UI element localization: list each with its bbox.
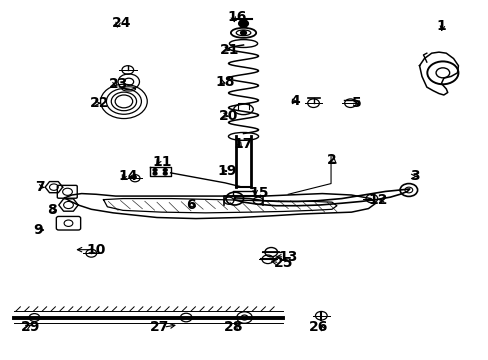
Text: 17: 17 — [233, 137, 253, 151]
Text: 21: 21 — [220, 42, 239, 57]
Text: 1: 1 — [436, 19, 446, 33]
Text: 23: 23 — [109, 77, 128, 91]
Text: 28: 28 — [224, 320, 243, 334]
Text: 4: 4 — [290, 94, 300, 108]
Circle shape — [163, 168, 167, 171]
Text: 9: 9 — [33, 223, 42, 237]
Text: 3: 3 — [409, 170, 419, 184]
Text: 2: 2 — [326, 153, 336, 167]
Text: 20: 20 — [219, 109, 238, 123]
Text: 24: 24 — [112, 16, 131, 30]
Text: 12: 12 — [367, 193, 387, 207]
Circle shape — [153, 168, 157, 171]
Text: 11: 11 — [152, 155, 171, 169]
Text: 5: 5 — [351, 96, 361, 110]
Text: 19: 19 — [217, 164, 237, 178]
Text: 25: 25 — [273, 256, 293, 270]
Text: 27: 27 — [149, 320, 169, 334]
Circle shape — [163, 172, 167, 175]
Text: 16: 16 — [227, 10, 246, 24]
Circle shape — [238, 20, 248, 27]
Text: 7: 7 — [35, 180, 45, 194]
Text: 15: 15 — [249, 185, 268, 199]
Circle shape — [240, 31, 246, 35]
Text: 8: 8 — [47, 203, 57, 217]
Text: 22: 22 — [90, 96, 109, 110]
Text: 29: 29 — [21, 320, 40, 334]
Text: 6: 6 — [186, 198, 195, 212]
Text: 26: 26 — [308, 320, 327, 334]
Text: 18: 18 — [215, 75, 234, 89]
Circle shape — [153, 172, 157, 175]
Text: 10: 10 — [86, 243, 105, 257]
Text: 14: 14 — [118, 170, 137, 184]
Text: 13: 13 — [278, 250, 297, 264]
